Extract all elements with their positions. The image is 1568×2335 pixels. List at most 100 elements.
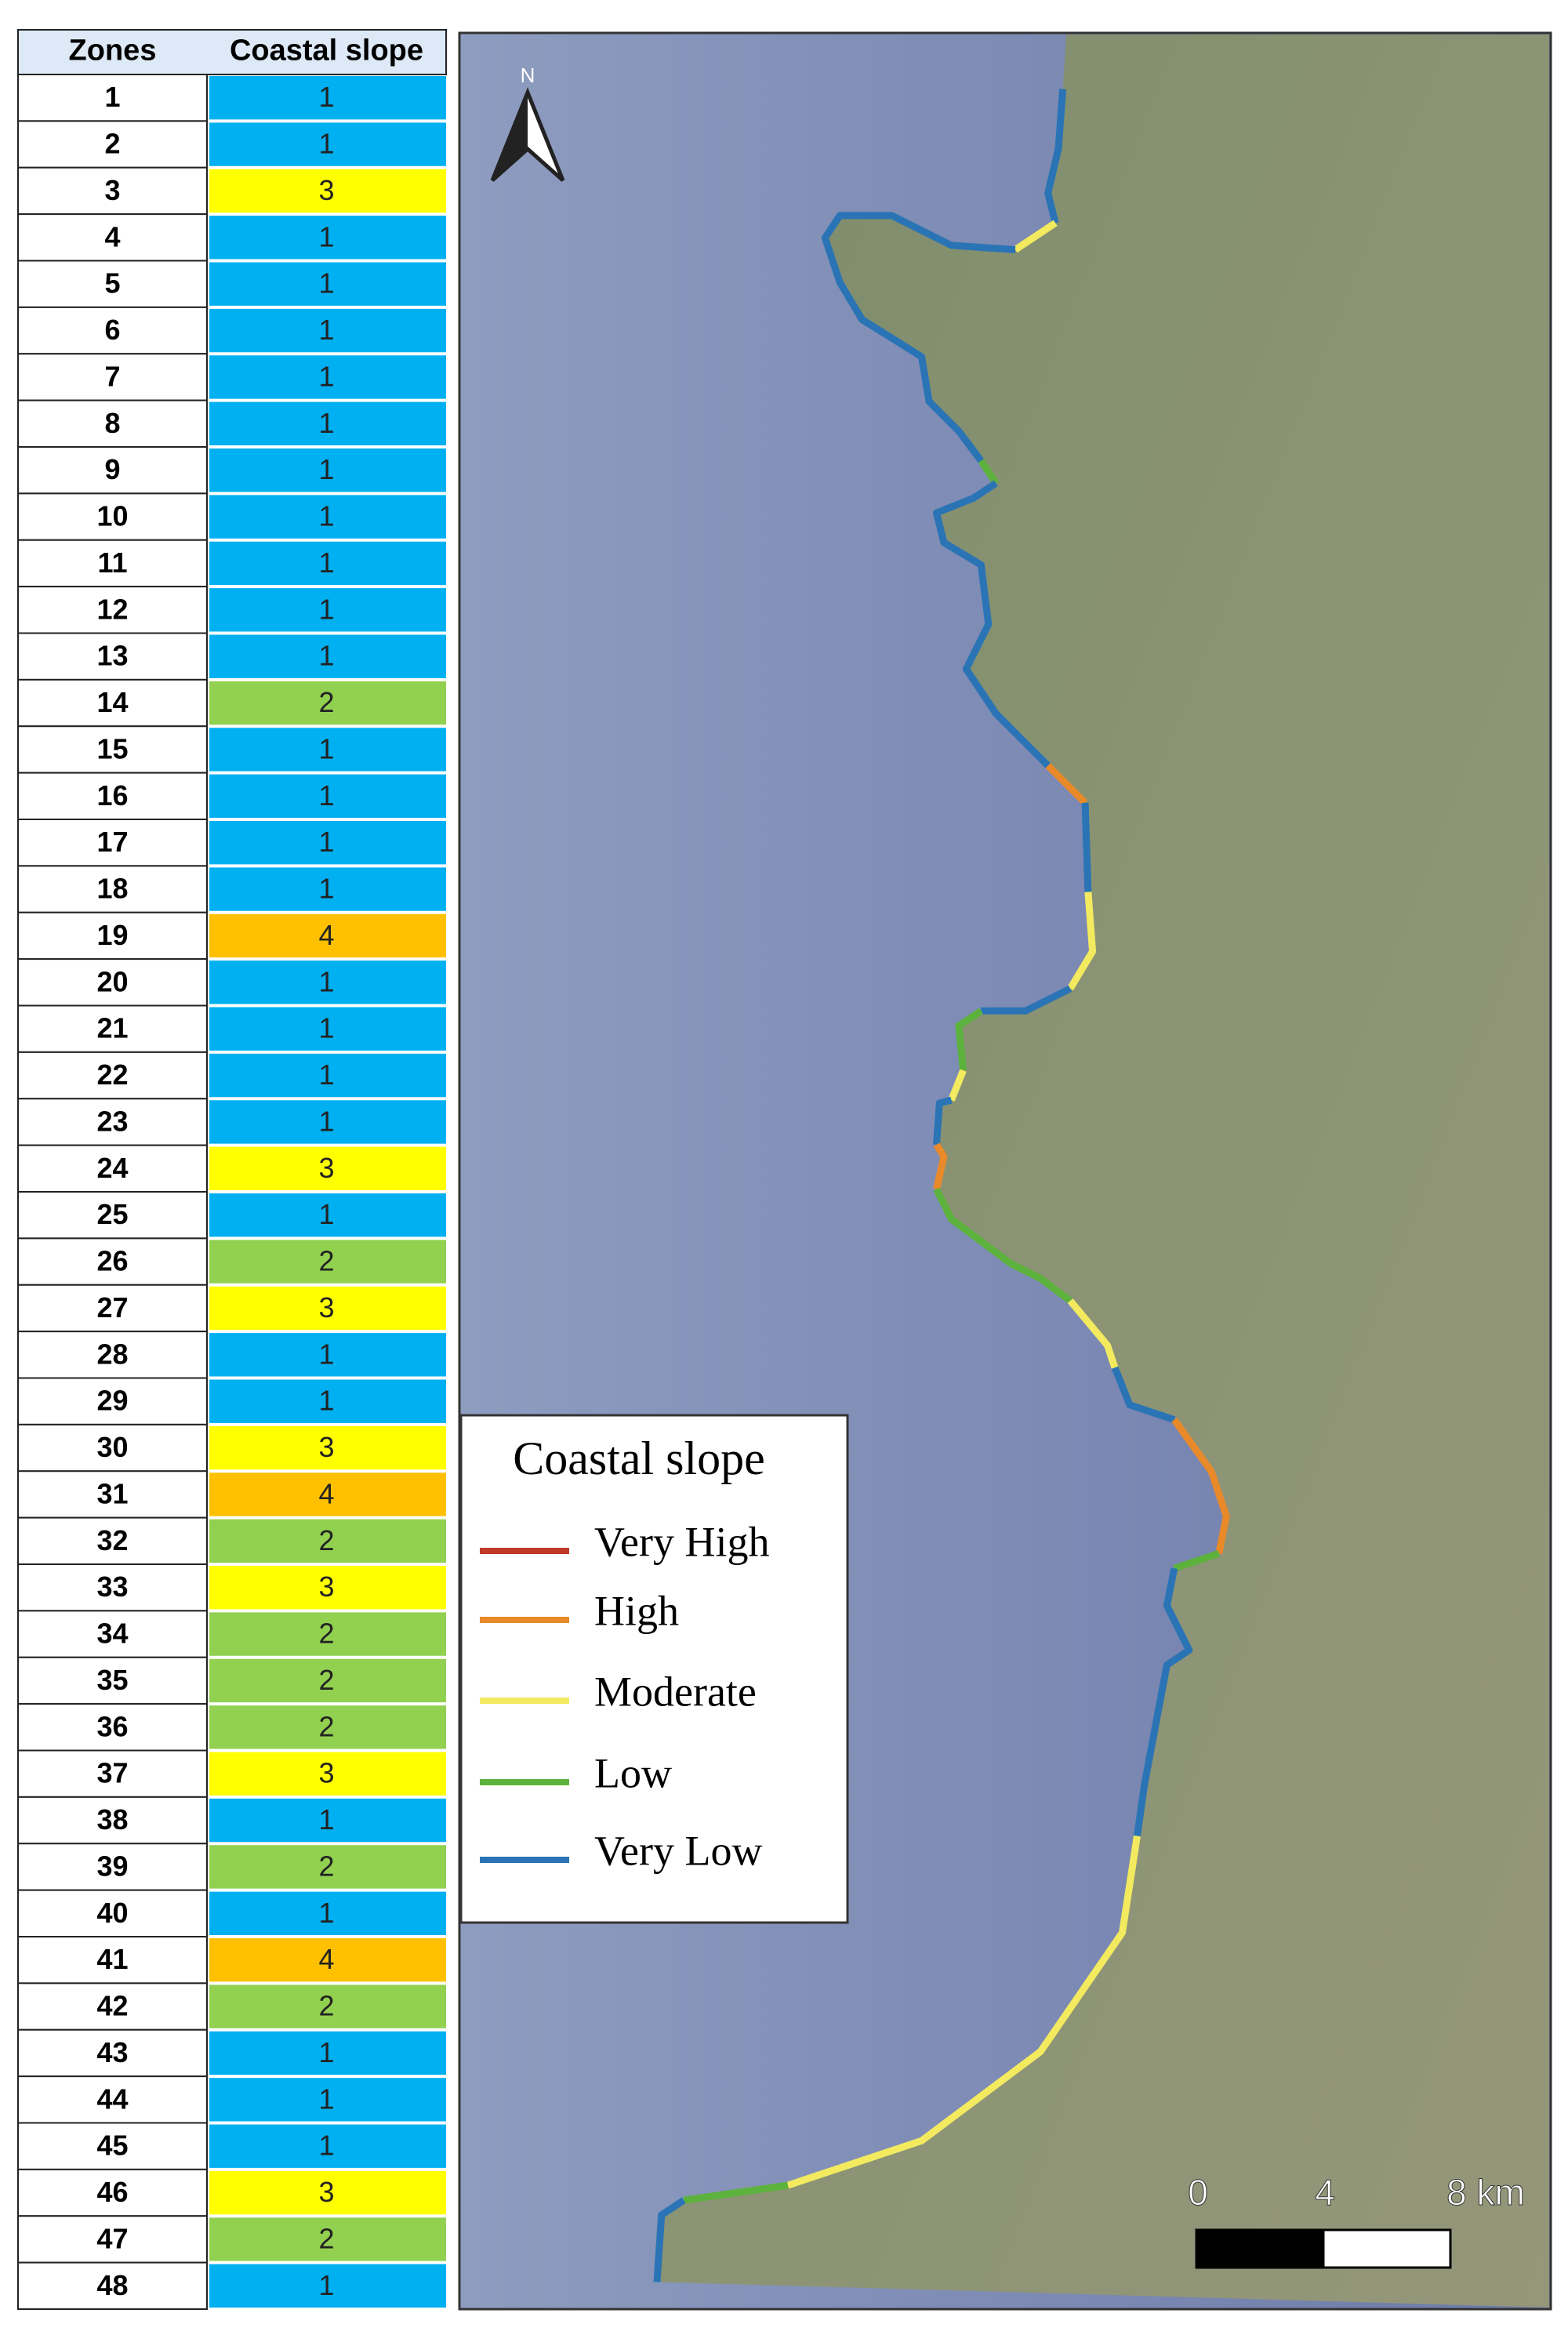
zone: 42 <box>96 1990 128 2022</box>
zone-cell <box>17 2261 208 2310</box>
zone-cell <box>17 865 208 913</box>
zone: 2 <box>104 128 120 160</box>
zone: 24 <box>96 1152 128 1184</box>
slope-cell <box>209 76 446 120</box>
slope-value: 2 <box>318 2222 334 2254</box>
slope-value: 3 <box>318 1291 334 1324</box>
zone: 9 <box>104 453 120 485</box>
zone: 18 <box>96 873 128 905</box>
coastline-segment <box>932 1096 953 1146</box>
zone: 36 <box>96 1710 128 1742</box>
slope-cell <box>209 774 446 818</box>
zone: 16 <box>96 779 128 812</box>
zone-cell <box>17 1843 208 1891</box>
slope-cell <box>209 681 446 725</box>
zone: 29 <box>96 1385 128 1417</box>
slope-cell <box>209 728 446 772</box>
zone: 47 <box>96 2222 128 2254</box>
zone-cell <box>17 632 208 681</box>
zone: 28 <box>96 1338 128 1370</box>
slope-cell <box>209 216 446 260</box>
zone: 17 <box>96 826 128 858</box>
slope-cell <box>209 1100 446 1144</box>
north-label: N <box>521 64 535 87</box>
slope-cell <box>209 262 446 306</box>
slope-value: 1 <box>318 593 334 625</box>
slope-value: 3 <box>318 1152 334 1184</box>
slope-value: 1 <box>318 1059 334 1091</box>
slope-cell <box>209 2078 446 2122</box>
slope-value: 1 <box>318 2130 334 2162</box>
north-arrow-half <box>492 93 528 180</box>
zone: 38 <box>96 1803 128 1836</box>
zone-cell <box>17 1423 208 1473</box>
zone-cell <box>17 772 208 820</box>
slope-cell <box>209 1379 446 1423</box>
slope-value: 2 <box>318 1618 334 1650</box>
zone: 44 <box>96 2083 128 2115</box>
slope-cell <box>209 1425 446 1470</box>
scale-label: 8 km <box>1446 2172 1525 2213</box>
coastline-segment <box>933 1142 948 1190</box>
slope-cell <box>209 448 446 492</box>
zone-cell <box>17 1004 208 1053</box>
slope-value: 2 <box>318 1664 334 1696</box>
header: Zones <box>69 34 157 67</box>
zone: 35 <box>96 1664 128 1696</box>
zone: 40 <box>96 1897 128 1929</box>
coastline-segment <box>948 1069 967 1102</box>
slope-value: 1 <box>318 314 334 346</box>
zone-cell <box>17 1331 208 1379</box>
coastline-segment <box>653 2197 686 2282</box>
map: N Coastal slope Very High High Moderate Low Ve… <box>458 31 1552 2311</box>
slope-cell <box>209 2264 446 2308</box>
zone: 48 <box>96 2269 128 2301</box>
zone: 15 <box>96 732 128 764</box>
slope-cell <box>209 1658 446 1703</box>
slope-cell <box>209 1985 446 2028</box>
zone: 6 <box>104 314 120 346</box>
slope-cell <box>209 355 446 399</box>
slope-value: 4 <box>318 1943 334 1975</box>
zone-cell <box>17 725 208 774</box>
slope-cell <box>209 1053 446 1098</box>
zone-cell <box>17 120 208 169</box>
slope-value: 1 <box>318 640 334 672</box>
zone: 5 <box>104 267 120 300</box>
slope-cell <box>209 1705 446 1749</box>
zone-cell <box>17 1284 208 1333</box>
slope-cell <box>209 867 446 911</box>
zone: 43 <box>96 2036 128 2068</box>
zone-cell <box>17 2122 208 2170</box>
coastline-segment <box>786 1835 1141 2189</box>
scale-bar <box>1322 2228 1452 2269</box>
header-bg <box>17 29 447 75</box>
zone: 7 <box>104 360 120 392</box>
slope-cell <box>209 1193 446 1237</box>
slope-cell <box>209 541 446 586</box>
coastline-segment <box>683 2181 789 2204</box>
slope-value: 1 <box>318 779 334 812</box>
slope-cell <box>209 2124 446 2168</box>
zone: 22 <box>96 1059 128 1091</box>
zone-cell <box>17 539 208 588</box>
zone: 31 <box>96 1477 128 1509</box>
slope-value: 3 <box>318 1757 334 1789</box>
zone: 27 <box>96 1291 128 1324</box>
zone-cell <box>17 1703 208 1752</box>
slope-value: 1 <box>318 1198 334 1230</box>
coastline-segment <box>1081 802 1092 892</box>
zone-cell <box>17 1889 208 1937</box>
zone: 19 <box>96 919 128 951</box>
slope-value: 1 <box>318 2036 334 2068</box>
slope-cell <box>209 1845 446 1889</box>
zone-cell <box>17 1098 208 1146</box>
zone: 12 <box>96 593 128 625</box>
coastline-segment <box>1013 220 1058 253</box>
legend-title: Coastal slope <box>513 1433 765 1484</box>
coastline-segment <box>821 212 1016 463</box>
slope-value: 2 <box>318 1990 334 2022</box>
slope-value: 1 <box>318 81 334 113</box>
zone: 1 <box>104 81 120 113</box>
